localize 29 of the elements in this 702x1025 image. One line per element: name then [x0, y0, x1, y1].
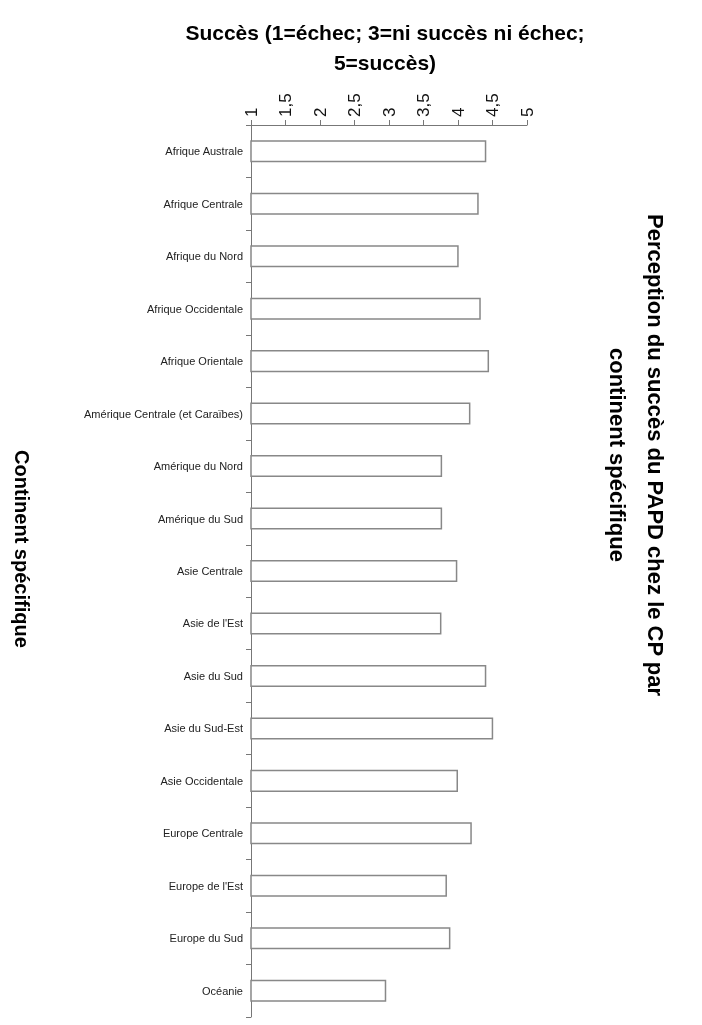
x-tick-label: 3: [379, 107, 399, 117]
y-tick-label: Asie Occidentale: [160, 774, 243, 787]
y-tick-label: Afrique du Nord: [165, 250, 243, 263]
x-tick-label: 1: [241, 107, 261, 117]
y-tick-label: Amérique du Sud: [158, 512, 243, 525]
y-tick-label: Asie du Sud: [183, 669, 243, 682]
y-tick-label: Amérique du Nord: [153, 460, 243, 473]
x-tick-label: 1,5: [276, 93, 295, 117]
x-tick-label: 4,5: [483, 93, 502, 117]
y-tick-label: Europe Centrale: [162, 827, 243, 840]
y-tick-label: Océanie: [202, 984, 243, 997]
y-tick-label: Asie du Sud-Est: [164, 722, 243, 735]
y-tick-label: Afrique Australe: [165, 145, 243, 158]
x-tick-label: 2: [310, 107, 330, 117]
text: Perception du succès du PAPD chez le CP par continent spécifique: [604, 212, 669, 699]
x-tick-label: 3,5: [414, 93, 433, 117]
y-tick-label: Afrique Orientale: [160, 355, 243, 368]
y-tick-label: Afrique Centrale: [163, 197, 243, 210]
x-axis-title: Succès (1=échec; 3=ni succès ni échec; 5=succès): [184, 20, 586, 76]
y-tick-label: Europe du Sud: [169, 932, 243, 945]
y-tick-label: Asie Centrale: [176, 565, 243, 577]
y-axis-title: Continent spécifique: [10, 450, 33, 648]
x-tick-label: 4: [448, 107, 468, 117]
y-tick-label: Amérique Centrale (et Caraïbes): [84, 407, 243, 420]
y-tick-label: Europe de l'Est: [168, 879, 243, 892]
x-tick-label: 2,5: [345, 93, 364, 117]
y-tick-label: Afrique Occidentale: [147, 302, 243, 315]
y-tick-label: Asie de l'Est: [182, 617, 243, 630]
x-tick-label: 5: [517, 107, 537, 117]
